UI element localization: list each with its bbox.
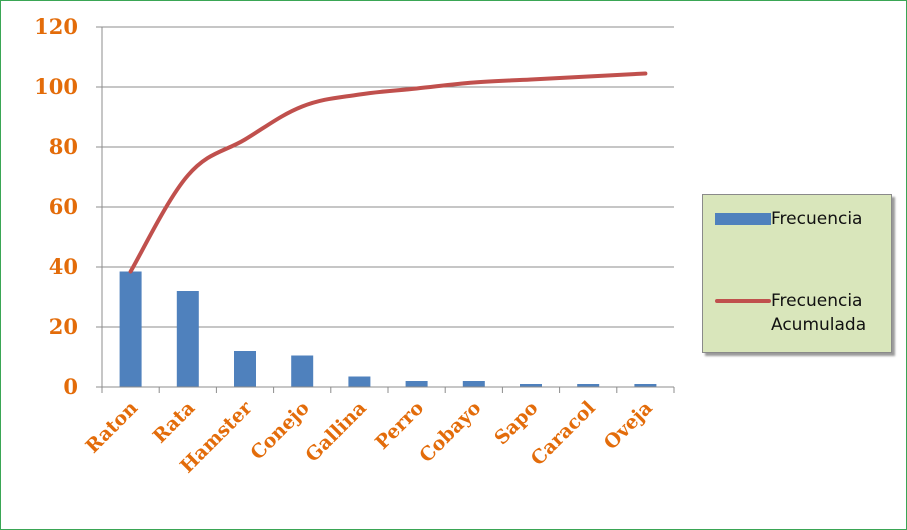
y-tick-label: 20 [49, 314, 78, 339]
x-tick-label: Oveja [600, 397, 657, 454]
bar-oveja [634, 384, 657, 387]
legend-label: Frecuencia Acumulada [771, 291, 867, 335]
chart-legend: Frecuencia Frecuencia Acumulada [702, 194, 892, 353]
x-tick-label: Perro [371, 397, 428, 454]
bar-perro [405, 381, 428, 387]
legend-swatch-line [715, 299, 771, 303]
x-tick-label: Cobayo [415, 397, 485, 467]
bar-conejo [291, 355, 314, 387]
y-axis-ticks: 0 20 40 60 80 100 120 [34, 14, 78, 399]
legend-label: Frecuencia [771, 209, 863, 229]
x-tick-label: Sapo [490, 397, 542, 449]
bar-gallina [348, 376, 371, 387]
x-tick-label: Gallina [301, 397, 371, 467]
cumulative-line [128, 71, 648, 274]
bar-rata [176, 291, 199, 387]
line-series [128, 71, 648, 274]
bar-series [119, 271, 657, 387]
x-tick-label: Raton [81, 397, 142, 458]
y-tick-label: 40 [49, 254, 78, 279]
axes [96, 26, 675, 393]
y-tick-label: 80 [49, 134, 78, 159]
bar-caracol [577, 384, 600, 387]
y-tick-label: 60 [49, 194, 78, 219]
y-tick-label: 120 [34, 14, 78, 39]
y-tick-label: 100 [34, 74, 78, 99]
legend-swatch-bar [715, 213, 771, 225]
x-tick-label: Rata [149, 397, 200, 448]
bar-cobayo [462, 381, 485, 387]
bar-hamster [234, 351, 256, 387]
y-tick-label: 0 [63, 374, 78, 399]
gridlines [102, 26, 674, 328]
bar-sapo [520, 384, 542, 387]
bar-raton [119, 271, 142, 387]
